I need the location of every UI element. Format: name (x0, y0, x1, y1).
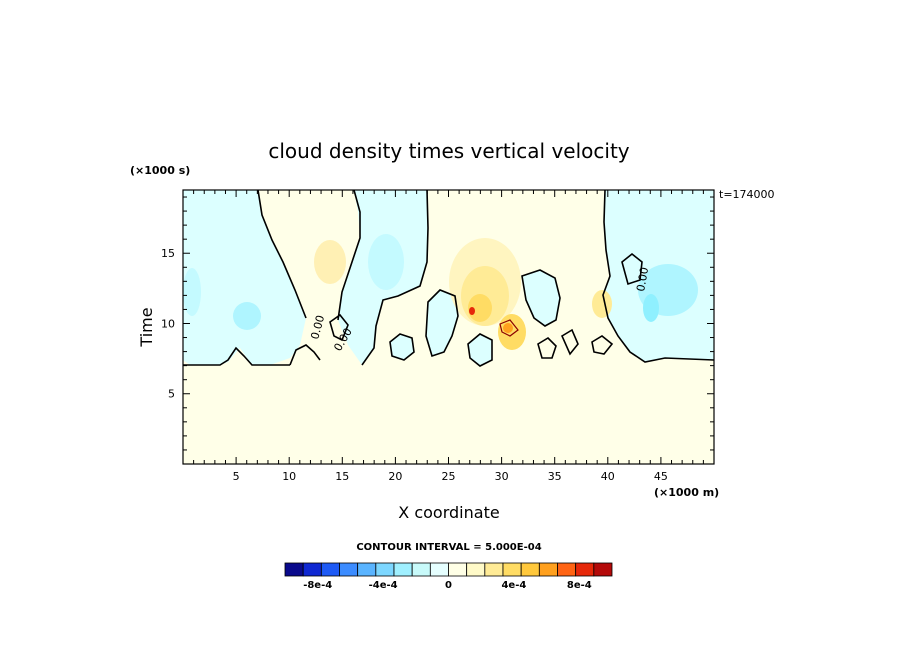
time-stamp: t=174000 (719, 188, 775, 201)
y-tick-label: 10 (161, 317, 175, 330)
contour-line (602, 189, 715, 363)
x-tick-label: 10 (282, 470, 296, 483)
negative-patch-4 (643, 294, 659, 322)
colorbar-label: 8e-4 (567, 580, 592, 591)
colorbar-swatch (575, 562, 595, 577)
colorbar-label: 4e-4 (501, 580, 526, 591)
contour-interval-text: CONTOUR INTERVAL = 5.000E-04 (356, 542, 541, 553)
colorbar-swatch (448, 562, 468, 577)
colorbar-swatch (502, 562, 522, 577)
colorbar-swatch (320, 562, 340, 577)
colorbar-swatch (284, 562, 304, 577)
contour-line (591, 335, 614, 355)
positive-cell-4 (468, 294, 492, 322)
contour-labels: 0.00 0.00 0.00 (308, 266, 651, 353)
colorbar-swatch (429, 562, 449, 577)
contour-line (337, 189, 361, 321)
contour-line (389, 333, 415, 361)
y-axis-ticks: 5 10 15 (161, 196, 714, 451)
contour-line (361, 189, 429, 366)
heatmap-field (183, 190, 714, 464)
contour-line (183, 346, 290, 366)
negative-patch-1 (233, 302, 261, 330)
contour-line (289, 344, 321, 366)
negative-patch-5 (368, 234, 404, 290)
colorbar-label: 0 (445, 580, 452, 591)
colorbar-swatch (357, 562, 377, 577)
negative-region-bubble-4 (468, 334, 492, 366)
negative-patch-2 (183, 268, 201, 316)
contour-line (329, 313, 349, 342)
negative-region-bubble-3 (390, 334, 414, 360)
colorbar-labels: -8e-4 -4e-4 0 4e-4 8e-4 (303, 580, 592, 591)
chart-title: cloud density times vertical velocity (268, 139, 629, 163)
y-axis-label: Time (137, 307, 156, 347)
x-tick-label: 25 (442, 470, 456, 483)
colorbar-swatch (302, 562, 322, 577)
x-tick-label: 40 (601, 470, 615, 483)
positive-cell-8 (469, 307, 475, 315)
positive-cell-7 (503, 323, 513, 333)
zero-contour-lines (183, 189, 715, 367)
colorbar (284, 562, 613, 577)
colorbar-swatch (375, 562, 395, 577)
positive-cell-1 (314, 240, 346, 284)
x-tick-label: 20 (388, 470, 402, 483)
contour-line (425, 289, 459, 358)
colorbar-label: -8e-4 (303, 580, 332, 591)
contour-line (621, 252, 643, 286)
contour-line (499, 319, 519, 337)
y-tick-label: 5 (168, 388, 175, 401)
contour-line (521, 269, 561, 327)
contour-label: 0.00 (308, 314, 327, 341)
colorbar-swatch (593, 562, 613, 577)
contour-line (560, 328, 579, 356)
positive-cell-6 (592, 290, 612, 318)
colorbar-swatch (484, 562, 504, 577)
negative-region-left (183, 190, 306, 365)
x-axis-label: X coordinate (398, 503, 499, 522)
colorbar-swatch (466, 562, 486, 577)
x-tick-label: 45 (654, 470, 668, 483)
x-tick-label: 35 (548, 470, 562, 483)
x-axis-ticks: 5 10 15 20 25 30 35 40 45 (193, 190, 704, 483)
contour-label: 0.00 (634, 266, 651, 292)
contour-line (257, 189, 307, 319)
contour-line (467, 333, 493, 367)
y-tick-label: 15 (161, 247, 175, 260)
x-axis-unit: (×1000 m) (654, 486, 719, 499)
colorbar-swatch (538, 562, 558, 577)
colorbar-swatch (339, 562, 359, 577)
colorbar-swatch (520, 562, 540, 577)
colorbar-swatch (411, 562, 431, 577)
contour-line (537, 336, 557, 359)
colorbar-swatch (557, 562, 577, 577)
colorbar-label: -4e-4 (369, 580, 398, 591)
y-axis-unit: (×1000 s) (130, 164, 190, 177)
positive-cell-5 (498, 314, 526, 350)
x-tick-label: 15 (335, 470, 349, 483)
colorbar-swatch (393, 562, 413, 577)
x-tick-label: 5 (233, 470, 240, 483)
x-tick-label: 30 (495, 470, 509, 483)
